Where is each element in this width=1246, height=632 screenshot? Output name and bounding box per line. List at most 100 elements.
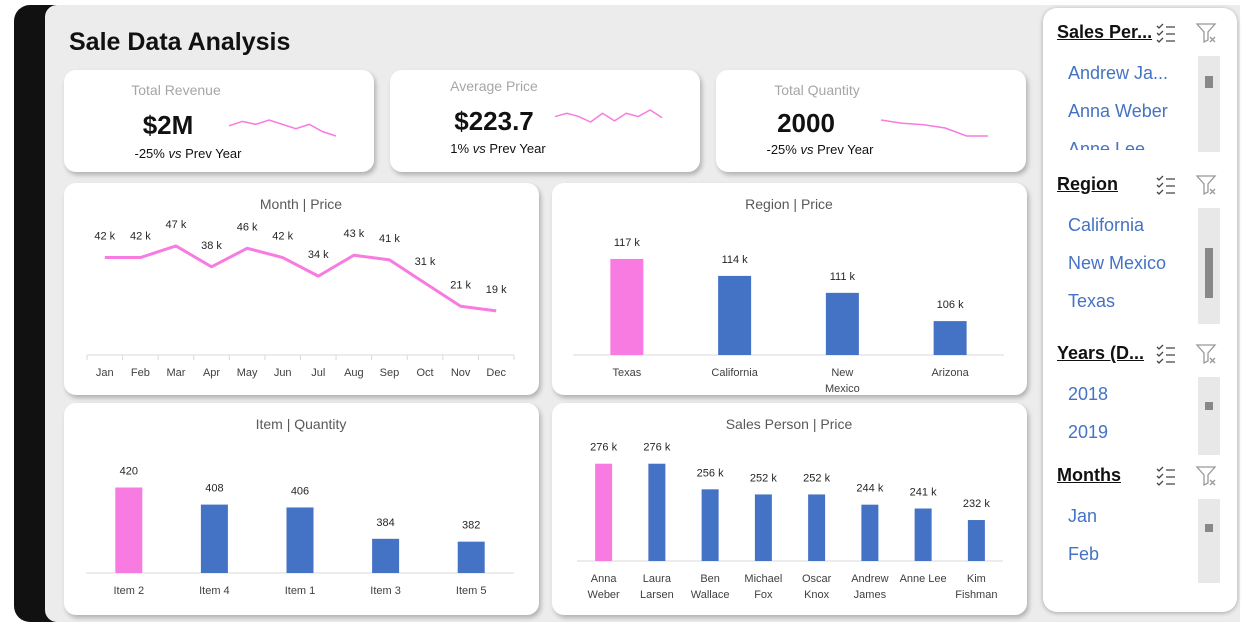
sparkline: [228, 119, 337, 137]
x-tick-label: New Mexico: [824, 367, 860, 395]
slicer-title: Sales Per...: [1057, 22, 1153, 42]
scrollbar[interactable]: [1198, 208, 1220, 324]
x-tick-label: Feb: [130, 367, 150, 379]
slicer-icons[interactable]: [1151, 463, 1221, 489]
x-tick-label: Nov: [450, 367, 471, 379]
x-tick-label: May: [236, 367, 258, 379]
slicer-item[interactable]: 2018: [1068, 384, 1109, 404]
sparkline: [554, 109, 663, 123]
slicer-item[interactable]: 2019: [1068, 422, 1109, 442]
x-tick-label: Item 4: [199, 585, 230, 597]
data-label: 252 k: [803, 472, 830, 484]
x-tick-label: Item 1: [284, 585, 316, 597]
data-label: 420: [120, 466, 138, 478]
data-label: 408: [205, 483, 223, 495]
data-label: 21 k: [450, 279, 471, 291]
x-tick-label: Kim Fishman: [955, 573, 998, 601]
slicer-item[interactable]: Andrew Ja...: [1068, 63, 1169, 83]
kpi-delta: -25% vs Prev Year: [720, 142, 920, 157]
scroll-thumb[interactable]: [1205, 248, 1213, 298]
kpi-value: $2M: [142, 110, 194, 140]
scroll-thumb[interactable]: [1205, 76, 1213, 88]
x-tick-label: Andrew James: [851, 573, 889, 601]
slicer-item[interactable]: Feb: [1068, 544, 1100, 564]
slicer-icons[interactable]: [1151, 341, 1221, 367]
x-tick-label: Item 2: [113, 585, 145, 597]
sparkline-area: [554, 109, 663, 123]
x-tick-label: Jul: [311, 367, 326, 379]
slicer-item[interactable]: California: [1068, 215, 1145, 235]
slicer-item[interactable]: Anne Lee: [1068, 139, 1146, 150]
x-tick-label: Arizona: [931, 367, 969, 379]
x-tick-label: Oct: [416, 367, 434, 379]
chart: Item | Quantity 420 408 406 384 382: [86, 416, 514, 574]
bar: [610, 258, 644, 355]
x-tick-label: Aug: [344, 367, 364, 379]
data-label: 252 k: [750, 472, 777, 484]
data-label: 34 k: [308, 249, 329, 261]
data-label: 232 k: [963, 498, 990, 510]
x-tick-label: California: [711, 367, 758, 379]
kpi-delta: -25% vs Prev Year: [88, 146, 288, 161]
kpi-card: Total Quantity 2000 -25% vs Prev Year: [716, 70, 1026, 172]
data-label: 276 k: [643, 442, 670, 454]
data-label: 42 k: [272, 231, 293, 243]
slicer-item[interactable]: New Mexico: [1068, 253, 1167, 273]
scroll-thumb[interactable]: [1205, 402, 1213, 410]
slicer-list: Andrew Ja... Anna Weber Anne Lee: [1068, 58, 1208, 150]
slicer-item[interactable]: Texas: [1068, 291, 1116, 311]
bar: [286, 507, 314, 573]
x-tick-label: Item 3: [370, 585, 401, 597]
data-label: 19 k: [486, 284, 507, 296]
x-tick-label: Apr: [202, 367, 221, 379]
chart-title: Region | Price: [745, 196, 833, 212]
data-label: 47 k: [166, 219, 187, 231]
bar: [861, 504, 879, 561]
kpi-title: Total Revenue: [131, 82, 221, 98]
scroll-thumb[interactable]: [1205, 524, 1213, 532]
bar: [701, 489, 719, 561]
scrollbar[interactable]: [1198, 377, 1220, 455]
x-tick-label: Anne Lee: [899, 573, 947, 585]
bar: [808, 494, 826, 561]
chart-card: Sales Person | Price 276 k 276 k 256 k 252 k…: [552, 403, 1027, 615]
scrollbar[interactable]: [1198, 499, 1220, 583]
slicer-item[interactable]: Anna Weber: [1068, 101, 1168, 121]
chart-title: Sales Person | Price: [726, 416, 853, 432]
x-tick-label: Michael Fox: [744, 573, 783, 601]
slicer-icons[interactable]: [1151, 172, 1221, 198]
x-tick-label: Jan: [95, 367, 114, 379]
data-label: 276 k: [590, 442, 617, 454]
data-label: 106 k: [937, 299, 964, 311]
chart: Sales Person | Price 276 k 276 k 256 k 252 k…: [577, 416, 1003, 562]
slicer-item[interactable]: Mar: [1068, 577, 1208, 581]
chart: Region | Price 117 k 114 k 111 k 106 k: [573, 196, 1004, 356]
chart-card: Month | Price 42 k 42 k 47 k 38 k 46 k 42 k 34 …: [64, 183, 539, 395]
slicer-panel: Sales Per... Andrew Ja... Anna Weber Anne L…: [1043, 8, 1237, 612]
data-label: 244 k: [856, 483, 883, 495]
data-label: 117 k: [614, 237, 641, 249]
x-tick-label: Oscar Knox: [801, 573, 832, 601]
data-label: 384: [376, 517, 394, 529]
slicer-title: Months: [1057, 465, 1121, 485]
slicer-list: Jan Feb Mar: [1068, 501, 1208, 581]
bar: [914, 508, 932, 561]
kpi-title: Total Quantity: [774, 82, 860, 98]
slicer-icons[interactable]: [1151, 20, 1221, 46]
sparkline: [880, 119, 988, 137]
slicer-item[interactable]: Jan: [1068, 506, 1098, 526]
data-label: 114 k: [722, 254, 749, 266]
slicer-title: Years (D...: [1057, 343, 1145, 363]
kpi-change: -25%: [134, 146, 165, 161]
bar: [718, 275, 752, 355]
kpi-card: Average Price $223.7 1% vs Prev Year: [390, 70, 700, 172]
x-tick-label: Laura Larsen: [640, 573, 674, 601]
kpi-delta: 1% vs Prev Year: [398, 141, 598, 156]
x-tick-label: Item 5: [455, 585, 487, 597]
x-tick-label: Jun: [273, 367, 292, 379]
kpi-comparison: Prev Year: [817, 142, 874, 157]
x-tick-label: Mar: [166, 367, 186, 379]
scrollbar[interactable]: [1198, 56, 1220, 152]
chart: Month | Price 42 k 42 k 47 k 38 k 46 k 42 k 34 …: [86, 196, 515, 360]
